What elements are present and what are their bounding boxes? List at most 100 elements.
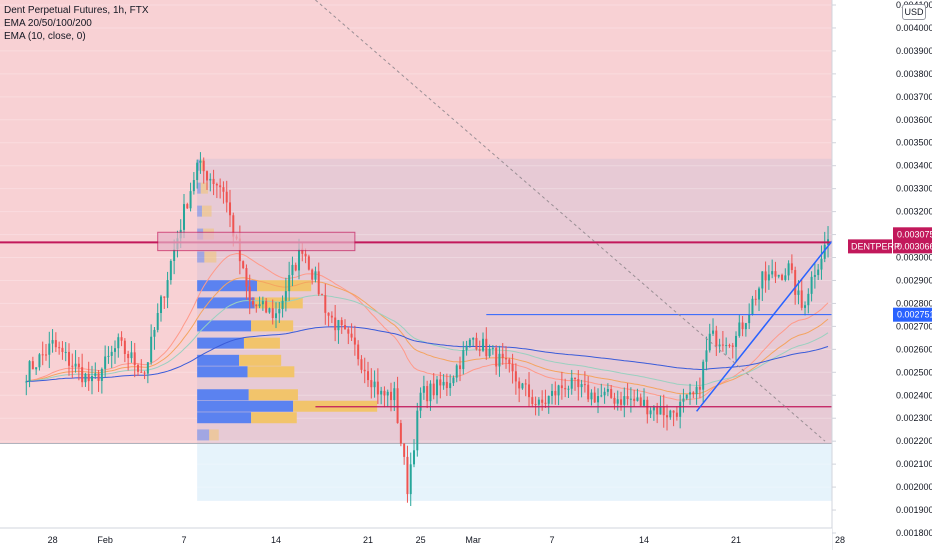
- candle-body: [488, 348, 491, 357]
- vp-down-bar: [257, 280, 312, 292]
- candle-body: [422, 386, 425, 393]
- candle-body: [432, 383, 435, 396]
- vp-down-bar: [248, 389, 298, 401]
- vp-up-bar: [197, 251, 205, 263]
- y-tick-label: 0.003400: [896, 161, 932, 171]
- candle-body: [74, 363, 77, 367]
- y-tick-label: 0.002200: [896, 436, 932, 446]
- vp-up-bar: [197, 159, 200, 171]
- candle-body: [189, 191, 192, 209]
- candle-body: [160, 296, 163, 313]
- background-zones: [0, 0, 832, 501]
- candle-body: [639, 397, 642, 406]
- candle-body: [87, 373, 90, 382]
- candle-body: [133, 352, 136, 366]
- candle-body: [560, 385, 563, 389]
- candle-body: [209, 178, 212, 181]
- vp-up-bar: [197, 429, 210, 441]
- candle-body: [146, 362, 149, 374]
- vp-up-bar: [197, 297, 255, 309]
- vp-down-bar: [209, 429, 219, 441]
- x-tick-label: 28: [835, 535, 845, 545]
- candle-body: [28, 361, 31, 382]
- candle-body: [767, 274, 770, 281]
- candle-body: [114, 348, 117, 352]
- candle-body: [800, 290, 803, 308]
- ema-50-line: [26, 277, 829, 395]
- candle-body: [455, 365, 458, 378]
- candle-body: [275, 313, 278, 319]
- vp-up-bar: [197, 280, 258, 292]
- candle-body: [25, 381, 28, 383]
- candle-body: [689, 392, 692, 395]
- candle-body: [206, 171, 209, 181]
- x-tick-label: 7: [181, 535, 186, 545]
- vp-down-bar: [239, 354, 282, 366]
- candle-body: [629, 398, 632, 400]
- candle-body: [252, 300, 255, 305]
- candle-body: [301, 248, 304, 254]
- x-tick-label: Mar: [465, 535, 481, 545]
- currency-button[interactable]: USD: [902, 4, 926, 20]
- candle-body: [465, 345, 468, 351]
- candle-body: [583, 384, 586, 386]
- candle-body: [327, 312, 330, 316]
- purple-zone: [197, 158, 832, 444]
- y-tick-label: 0.003200: [896, 207, 932, 217]
- candle-body: [495, 347, 498, 367]
- candle-body: [202, 160, 205, 172]
- candle-body: [344, 325, 347, 330]
- candle-body: [524, 383, 527, 385]
- candle-body: [728, 345, 731, 347]
- candle-body: [399, 423, 402, 444]
- resistance-box: [157, 231, 356, 252]
- vp-up-bar: [197, 389, 249, 401]
- vp-down-bar: [251, 320, 294, 332]
- legend-ema-single: EMA (10, close, 0): [4, 31, 86, 42]
- candle-body: [613, 397, 616, 404]
- candle-body: [409, 464, 412, 495]
- candle-body: [110, 351, 113, 356]
- candle-body: [521, 383, 524, 389]
- dashed-diagonal: [315, 0, 826, 442]
- y-tick-label: 0.003500: [896, 138, 932, 148]
- candle-body: [360, 359, 363, 370]
- last-price-badge-bg: [893, 227, 932, 242]
- candle-body: [603, 391, 606, 396]
- candle-body: [429, 383, 432, 402]
- candle-body: [692, 392, 695, 395]
- candle-body: [314, 271, 317, 280]
- candle-body: [298, 248, 301, 271]
- candle-body: [353, 337, 356, 345]
- candle-body: [777, 274, 780, 277]
- candle-body: [744, 323, 747, 330]
- candle-body: [580, 384, 583, 388]
- vp-up-bar: [197, 366, 248, 378]
- candle-body: [813, 275, 816, 277]
- candle-body: [35, 367, 38, 370]
- x-tick-label: 21: [731, 535, 741, 545]
- candle-body: [459, 365, 462, 370]
- candle-body: [127, 353, 130, 359]
- candle-body: [163, 296, 166, 298]
- candle-body: [741, 322, 744, 330]
- candle-body: [186, 204, 189, 209]
- candle-body: [156, 312, 159, 330]
- candle-body: [823, 244, 826, 259]
- candle-body: [705, 350, 708, 362]
- candle-body: [570, 377, 573, 389]
- candle-body: [71, 365, 74, 367]
- y-tick-label: 0.002600: [896, 344, 932, 354]
- candle-body: [445, 381, 448, 389]
- vp-down-bar: [200, 182, 208, 194]
- candle-body: [669, 410, 672, 418]
- candle-body: [104, 356, 107, 369]
- candle-body: [307, 256, 310, 270]
- candle-body: [758, 288, 761, 300]
- candle-body: [426, 386, 429, 402]
- y-tick-label: 0.003700: [896, 92, 932, 102]
- blue-zone: [197, 443, 832, 501]
- candle-body: [616, 399, 619, 404]
- y-tick-label: 0.004000: [896, 23, 932, 33]
